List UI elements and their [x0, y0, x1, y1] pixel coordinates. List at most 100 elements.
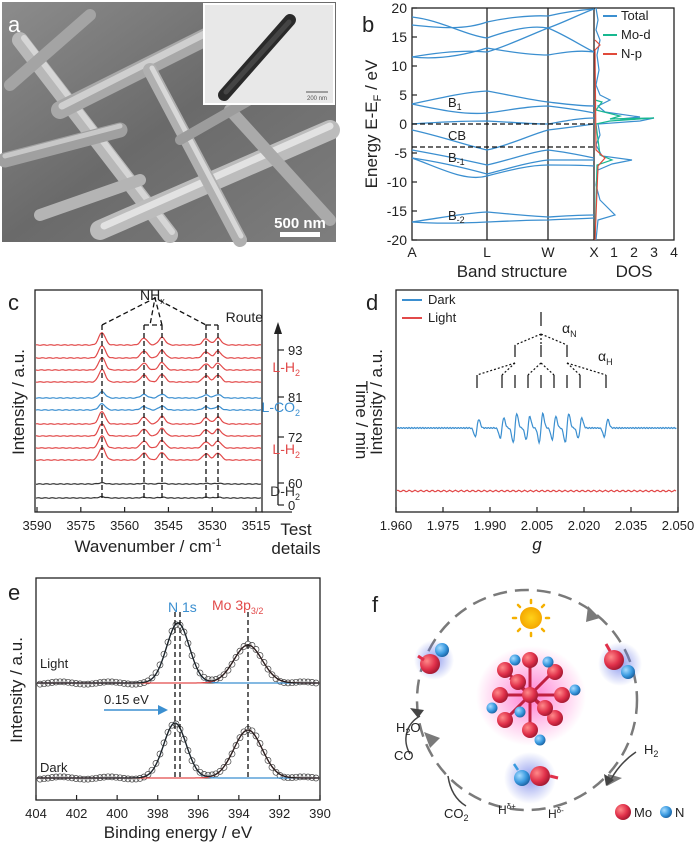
- time-arrow: [274, 322, 282, 334]
- time-tick-label: 81: [288, 390, 302, 405]
- xps-data-point: [100, 773, 108, 781]
- xps-data-point: [228, 660, 236, 668]
- xps-data-point: [236, 647, 244, 655]
- nhx-label: NHx: [140, 287, 165, 306]
- xps-data-point: [180, 628, 188, 636]
- adsorbate-top-left-icon: [414, 640, 454, 680]
- xps-data-point: [84, 680, 92, 688]
- xps-data-point: [300, 773, 308, 781]
- n-atom-icon: [542, 656, 554, 668]
- y-tick-label: -20: [387, 232, 407, 248]
- x-tick-label: 3575: [66, 518, 95, 533]
- x-tick-label: 3560: [110, 518, 139, 533]
- x-tick-label: 3545: [154, 518, 183, 533]
- xps-data-point: [256, 740, 264, 747]
- xps-data-point: [200, 673, 208, 681]
- xps-data-point: [196, 669, 204, 677]
- cond-lh2: L-H2: [272, 441, 300, 460]
- ir-y-label: Intensity / a.u.: [9, 349, 28, 455]
- xps-data-point: [264, 665, 272, 673]
- band-y-ticks: 20 15 10 5 0 -5 -10 -15 -20: [387, 0, 417, 248]
- xps-data-point: [128, 775, 136, 783]
- xps-data-point: [304, 773, 312, 781]
- mo-atom-icon: [537, 700, 553, 716]
- scale-bar: [280, 232, 320, 237]
- xps-data-point: [52, 773, 60, 781]
- cond-lco2: L-CO2: [262, 399, 300, 418]
- ir-spectrum: [35, 481, 262, 485]
- cycle-arrow-3: [424, 732, 440, 748]
- xps-data-point: [148, 766, 156, 774]
- y-tick-label: 20: [391, 0, 407, 16]
- scheme-labels: H2O CO H2 CO2 Hδ+ Hδ-: [394, 720, 658, 823]
- y-tick-label: -15: [387, 203, 407, 219]
- ir-spectrum: [35, 446, 262, 461]
- xps-data-point: [112, 678, 120, 686]
- time-axis-label: Time / min: [352, 381, 371, 460]
- xps-data-point: [160, 650, 168, 658]
- xps-data-point: [196, 768, 204, 776]
- epr-legend: Dark Light: [402, 292, 457, 325]
- panel-b: b 20 15 10 5 0 -5 -10 -15 -20 A L W X 1 2 3 4 Ba…: [362, 0, 678, 281]
- x-tick-label: 3590: [23, 518, 52, 533]
- y-tick-label: 0: [399, 116, 407, 132]
- xps-data-point: [296, 678, 304, 686]
- ir-axes: [34, 289, 263, 513]
- xps-data-point: [100, 678, 108, 686]
- x-tick-label: 1.960: [380, 518, 413, 533]
- x-tick-label: 2.035: [615, 518, 648, 533]
- xps-data-point: [64, 773, 72, 781]
- xps-data-point: [252, 732, 260, 740]
- xps-curve: [37, 722, 319, 779]
- xps-data-point: [152, 669, 160, 677]
- xps-data-point: [268, 671, 276, 679]
- n-atom-icon: [514, 706, 526, 718]
- x-tick-label: 1.990: [474, 518, 507, 533]
- xps-data-point: [64, 678, 72, 686]
- xps-data-point: [76, 680, 84, 688]
- x-tick-label: 392: [269, 806, 291, 821]
- condition-labels: L-H2 L-CO2 L-H2 D-H2: [262, 359, 300, 502]
- time-tick-label: 93: [288, 343, 302, 358]
- legend-label: Mo-d: [621, 27, 651, 42]
- mo-atom-icon: [522, 652, 538, 668]
- mo-atom-icon: [547, 710, 563, 726]
- ir-spectrum: [35, 390, 262, 399]
- xps-y-label: Intensity / a.u.: [7, 637, 26, 743]
- ir-spectrum: [35, 402, 262, 411]
- legend-label: Total: [621, 8, 649, 23]
- x-tick-label: 3515: [242, 518, 271, 533]
- n-atom-icon: [534, 734, 546, 746]
- x-tick-label: 402: [66, 806, 88, 821]
- x-tick-label: 390: [309, 806, 331, 821]
- xps-data-point: [56, 773, 64, 781]
- y-tick-label: -5: [395, 145, 408, 161]
- xps-data-point: [216, 768, 224, 775]
- x-tick-label: 404: [25, 806, 47, 821]
- xps-data-point: [264, 757, 272, 764]
- xps-data-point: [192, 764, 200, 772]
- xps-data-point: [300, 678, 308, 686]
- dark-label: Dark: [40, 760, 68, 775]
- band-legend: Total Mo-d N-p: [603, 8, 651, 61]
- band-x-label: Band structure: [457, 262, 568, 281]
- panel-f: f: [372, 588, 684, 823]
- panel-f-label: f: [372, 592, 379, 617]
- xps-data-point: [60, 773, 68, 781]
- label-b1: B1: [448, 95, 462, 112]
- label-cb: CB: [448, 128, 466, 143]
- xps-data-point: [156, 750, 164, 758]
- adsorbate-top-right-icon: [598, 642, 642, 686]
- xps-data-point: [104, 678, 112, 686]
- xps-data-point: [80, 680, 88, 688]
- xps-data-point: [224, 666, 232, 674]
- cycle-path: [415, 588, 639, 812]
- band-annotations: B1 CB B-1 B-2: [448, 95, 466, 225]
- xps-data-point: [240, 728, 248, 736]
- xps-curve: [37, 622, 319, 684]
- ir-spectrum: [36, 331, 262, 346]
- nhx-dashes: [101, 296, 219, 500]
- xps-data-point: [132, 775, 140, 783]
- time-tick-label: 0: [288, 498, 295, 513]
